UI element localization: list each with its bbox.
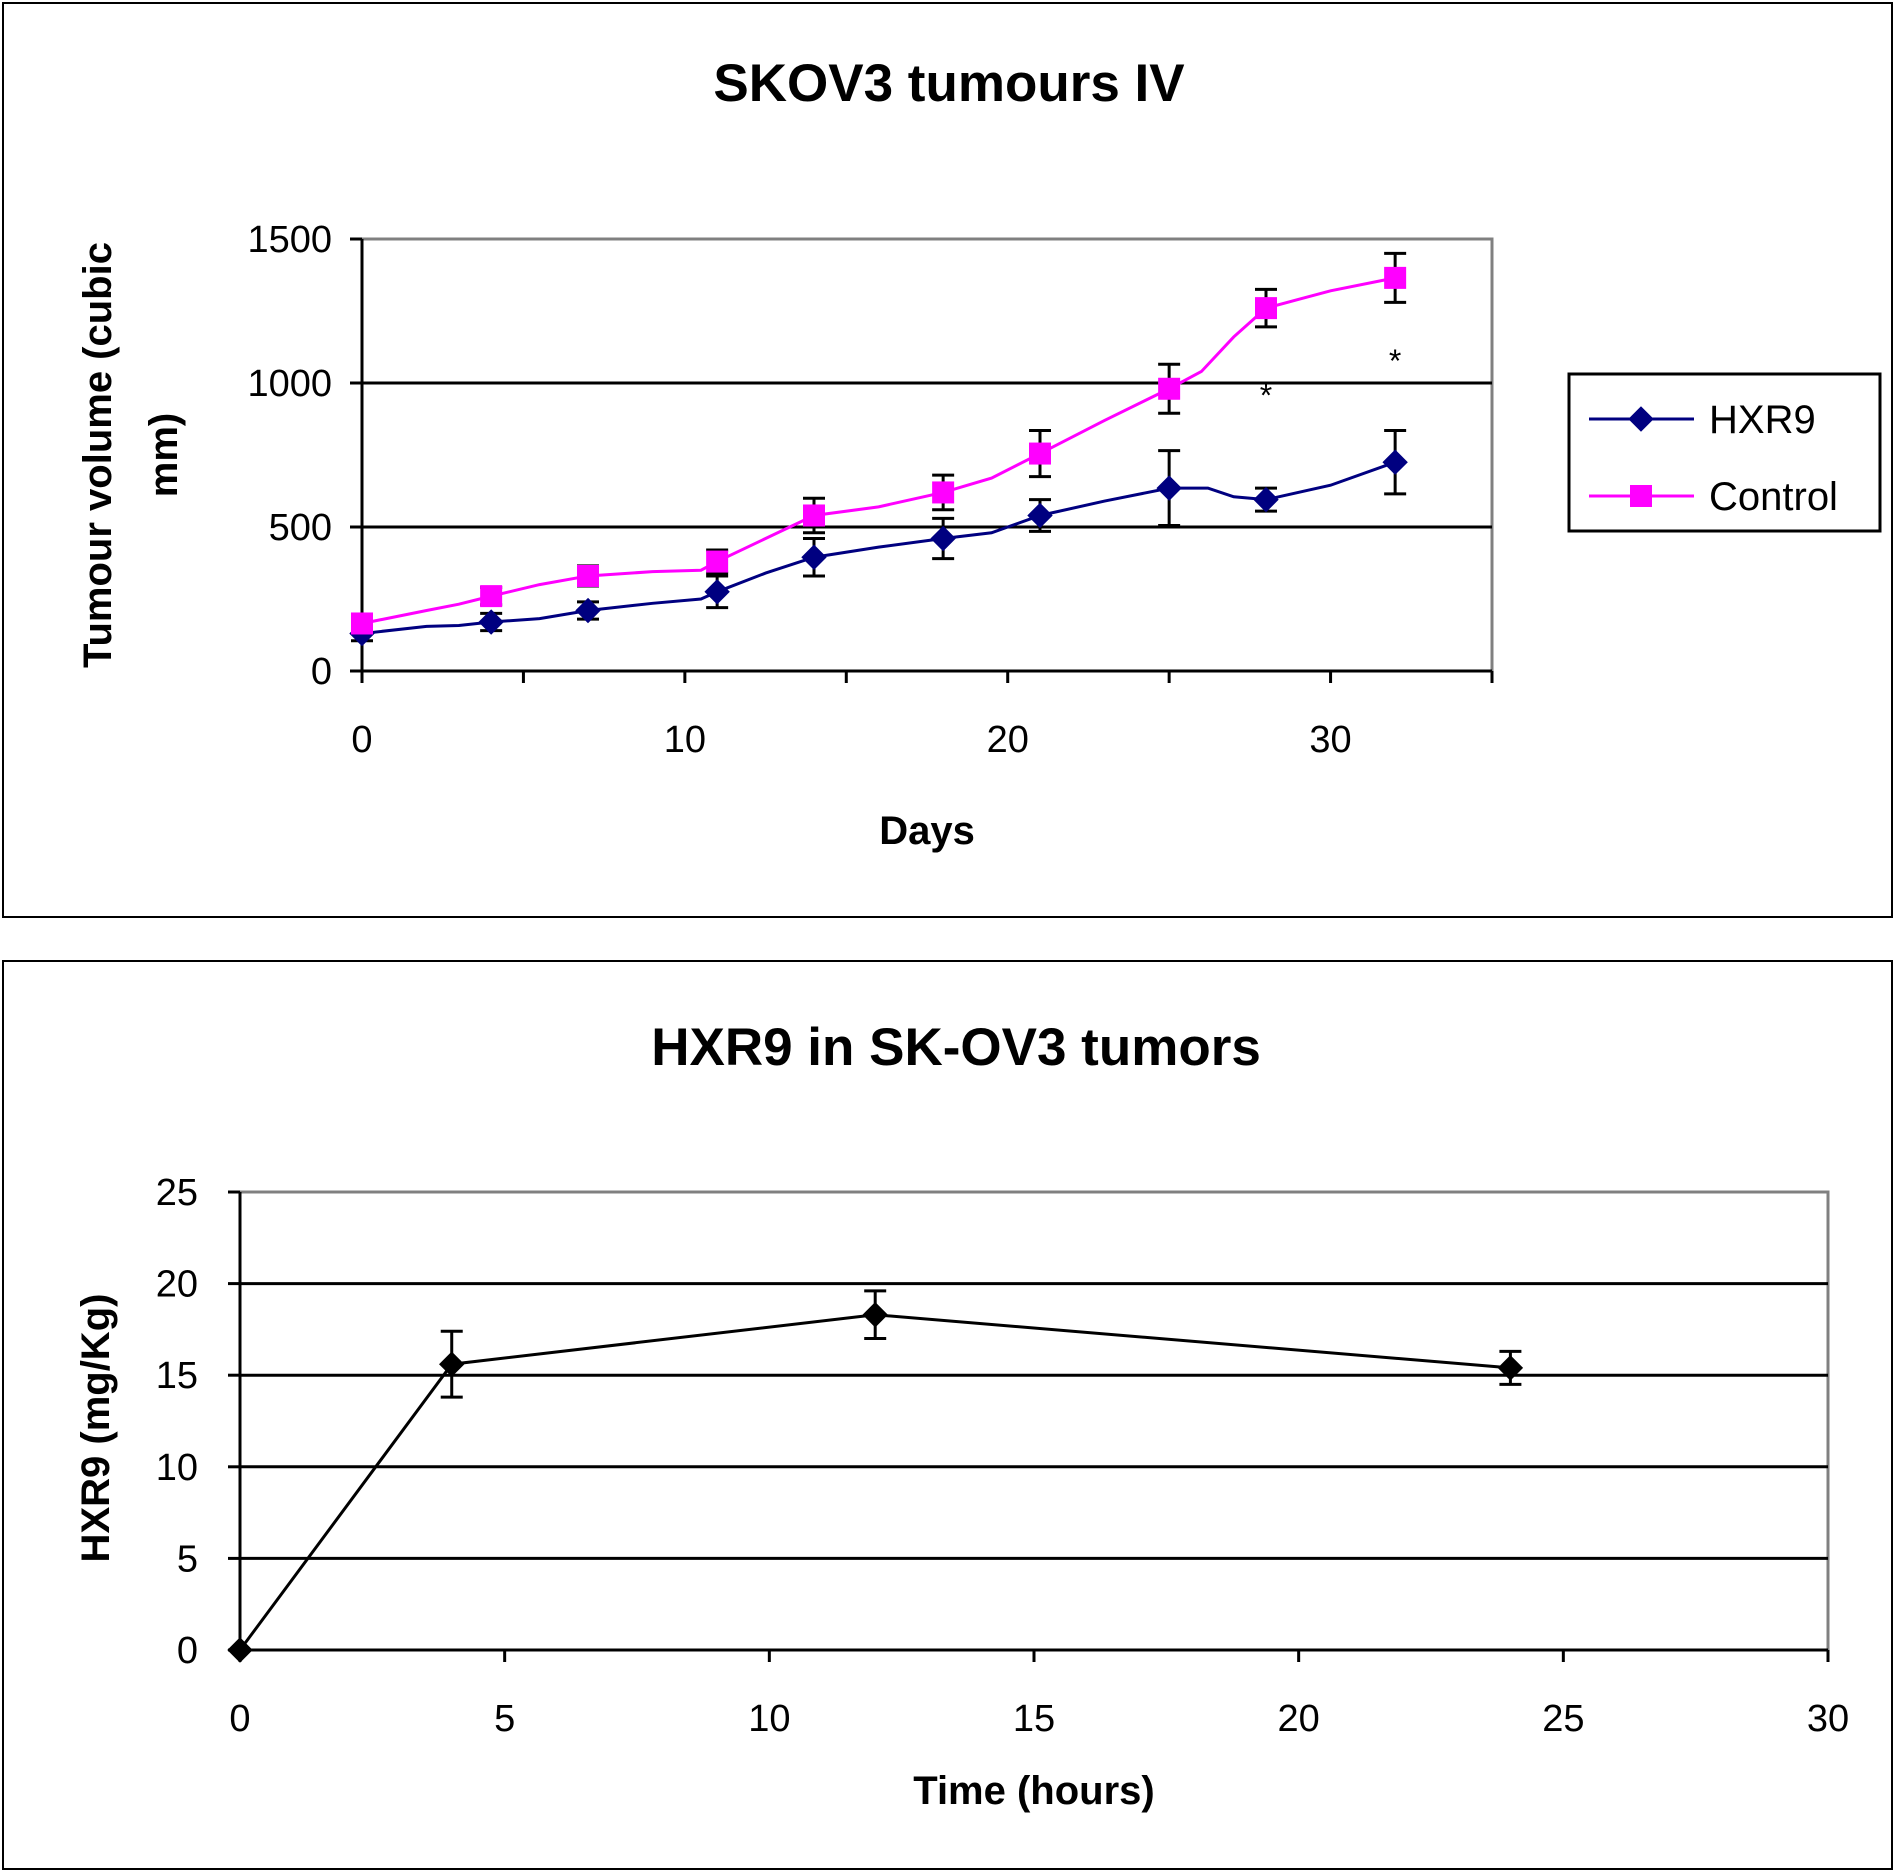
y-tick-label: 15 — [156, 1355, 198, 1397]
skov3-chart: SKOV3 tumours IV 0 500 1000 1500 0 10 20 30 Days T… — [76, 54, 1882, 853]
hxr9-chart: HXR9 in SK-OV3 tumors 0 5 10 15 20 25 0 5 10 15 20 2… — [74, 1018, 1849, 1813]
data-point-hxr9 — [1156, 475, 1182, 501]
x-tick-label: 20 — [987, 719, 1029, 761]
data-point-hxr9 — [575, 597, 601, 624]
y-axis-label-line1: Tumour volume (cubic — [76, 242, 120, 668]
data-point-hxr9 — [704, 579, 730, 605]
data-point-hxr9 — [1027, 502, 1053, 529]
y-tick-label: 5 — [177, 1538, 198, 1580]
significance-asterisk: * — [1260, 378, 1272, 414]
series-line — [238, 1313, 1511, 1651]
plot-area — [360, 237, 1494, 673]
y-tick-label: 25 — [156, 1172, 198, 1214]
data-point — [439, 1351, 465, 1377]
y-axis-label: HXR9 (mg/Kg) — [74, 1294, 118, 1563]
data-point-control — [706, 550, 729, 573]
x-tick-label: 25 — [1542, 1698, 1584, 1740]
x-tick-label: 20 — [1278, 1698, 1320, 1740]
x-axis-label: Days — [879, 809, 975, 853]
x-tick-label: 10 — [748, 1698, 790, 1740]
legend-box — [1567, 372, 1882, 533]
data-point-control — [351, 612, 373, 635]
y-tick-label: 1500 — [247, 219, 332, 261]
chart-title: HXR9 in SK-OV3 tumors — [651, 1018, 1261, 1077]
x-tick-label: 30 — [1807, 1698, 1849, 1740]
x-tick-label: 5 — [494, 1698, 515, 1740]
legend: HXR9 Control — [1567, 372, 1882, 533]
data-point-control — [577, 564, 599, 587]
x-tick-label: 15 — [1013, 1698, 1055, 1740]
x-tick-label: 30 — [1309, 719, 1351, 761]
x-axis-label: Time (hours) — [913, 1769, 1155, 1813]
y-tick-label: 10 — [156, 1447, 198, 1489]
data-point — [862, 1302, 888, 1328]
legend-label-hxr9: HXR9 — [1709, 398, 1816, 442]
data-point-hxr9 — [1253, 486, 1279, 513]
y-tick-label: 1000 — [247, 363, 332, 405]
data-point-control — [480, 585, 503, 608]
chart-panel-hxr9: HXR9 in SK-OV3 tumors 0 5 10 15 20 25 0 5 10 15 20 2… — [2, 960, 1893, 1870]
data-point-control — [1158, 377, 1181, 400]
data-point-hxr9 — [478, 609, 504, 635]
series-line-control — [361, 276, 1396, 625]
data-point-hxr9 — [930, 525, 956, 552]
y-tick-label: 500 — [269, 507, 332, 549]
x-tick-label: 0 — [351, 719, 372, 761]
data-point-control — [1384, 266, 1407, 289]
data-point-control — [932, 481, 955, 504]
data-point-control — [1029, 442, 1051, 465]
data-point-hxr9 — [801, 544, 827, 570]
data-point-control — [1255, 297, 1277, 320]
chart-title: SKOV3 tumours IV — [713, 54, 1184, 113]
data-point — [227, 1637, 253, 1663]
data-point — [1497, 1355, 1524, 1381]
y-tick-label: 0 — [311, 651, 332, 693]
y-tick-label: 0 — [177, 1630, 198, 1672]
legend-marker-hxr9 — [1628, 406, 1654, 432]
data-point-hxr9 — [1382, 449, 1408, 475]
y-tick-label: 20 — [156, 1264, 198, 1306]
plot-area — [238, 1190, 1830, 1652]
chart-panel-skov3: SKOV3 tumours IV 0 500 1000 1500 0 10 20 30 Days T… — [2, 2, 1893, 918]
legend-marker-control — [1630, 485, 1652, 507]
significance-asterisk: * — [1389, 343, 1401, 379]
x-tick-label: 10 — [664, 719, 706, 761]
legend-label-control: Control — [1709, 475, 1838, 519]
data-point-control — [803, 504, 825, 527]
y-axis-label-line2: mm) — [142, 413, 186, 497]
series-line-hxr9 — [361, 460, 1396, 636]
x-tick-label: 0 — [229, 1698, 250, 1740]
